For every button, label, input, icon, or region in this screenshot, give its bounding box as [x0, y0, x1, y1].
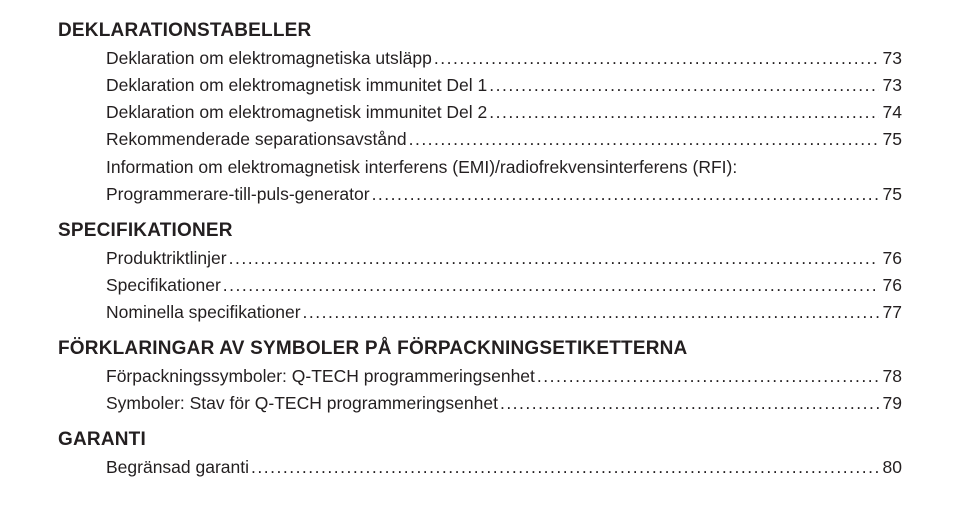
toc-label: Produktriktlinjer	[106, 245, 227, 272]
toc-page: 76	[881, 272, 902, 299]
toc-leader: ........................................…	[409, 126, 879, 153]
toc-entry: Deklaration om elektromagnetisk immunite…	[106, 99, 902, 126]
toc-label-line1: Information om elektromagnetisk interfer…	[106, 154, 902, 181]
toc-leader: ........................................…	[434, 45, 879, 72]
toc-entry: Begränsad garanti ......................…	[106, 454, 902, 481]
toc-label: Deklaration om elektromagnetiska utsläpp	[106, 45, 432, 72]
toc-entry: Nominella specifikationer ..............…	[106, 299, 902, 326]
toc-label: Deklaration om elektromagnetisk immunite…	[106, 72, 487, 99]
toc-leader: ........................................…	[372, 181, 879, 208]
toc-entry: Symboler: Stav för Q-TECH programmerings…	[106, 390, 902, 417]
toc-leader: ........................................…	[229, 245, 879, 272]
toc-section-heading: GARANTI	[58, 429, 902, 451]
toc-page: 75	[881, 181, 902, 208]
toc-label: Programmerare-till-puls-generator	[106, 181, 370, 208]
toc-label: Deklaration om elektromagnetisk immunite…	[106, 99, 487, 126]
toc-page: 73	[881, 72, 902, 99]
toc-label: Förpackningssymboler: Q-TECH programmeri…	[106, 363, 535, 390]
toc-entry: Programmerare-till-puls-generator ......…	[106, 181, 902, 208]
toc-leader: ........................................…	[489, 72, 878, 99]
toc-entry: Specifikationer ........................…	[106, 272, 902, 299]
toc-leader: ........................................…	[223, 272, 879, 299]
toc-leader: ........................................…	[489, 99, 878, 126]
toc-page: 78	[881, 363, 902, 390]
toc-section-heading: FÖRKLARINGAR AV SYMBOLER PÅ FÖRPACKNINGS…	[58, 338, 902, 360]
toc-page: 76	[881, 245, 902, 272]
toc-page: 75	[881, 126, 902, 153]
toc-label: Begränsad garanti	[106, 454, 249, 481]
toc-section-heading: SPECIFIKATIONER	[58, 220, 902, 242]
toc-entry: Rekommenderade separationsavstånd ......…	[106, 126, 902, 153]
toc-leader: ........................................…	[537, 363, 879, 390]
toc-entry: Produktriktlinjer ......................…	[106, 245, 902, 272]
toc-page: 80	[881, 454, 902, 481]
toc-entry: Deklaration om elektromagnetiska utsläpp…	[106, 45, 902, 72]
toc-leader: ........................................…	[500, 390, 879, 417]
toc-page: 77	[881, 299, 902, 326]
toc-label: Symboler: Stav för Q-TECH programmerings…	[106, 390, 498, 417]
toc-entry: Förpackningssymboler: Q-TECH programmeri…	[106, 363, 902, 390]
toc-label: Specifikationer	[106, 272, 221, 299]
toc-page: 74	[881, 99, 902, 126]
toc-label: Nominella specifikationer	[106, 299, 301, 326]
toc-leader: ........................................…	[303, 299, 879, 326]
toc-entry: Deklaration om elektromagnetisk immunite…	[106, 72, 902, 99]
toc-leader: ........................................…	[251, 454, 879, 481]
toc-section-heading: DEKLARATIONSTABELLER	[58, 20, 902, 42]
toc-label: Rekommenderade separationsavstånd	[106, 126, 407, 153]
toc-page: 79	[881, 390, 902, 417]
toc-page: 73	[881, 45, 902, 72]
